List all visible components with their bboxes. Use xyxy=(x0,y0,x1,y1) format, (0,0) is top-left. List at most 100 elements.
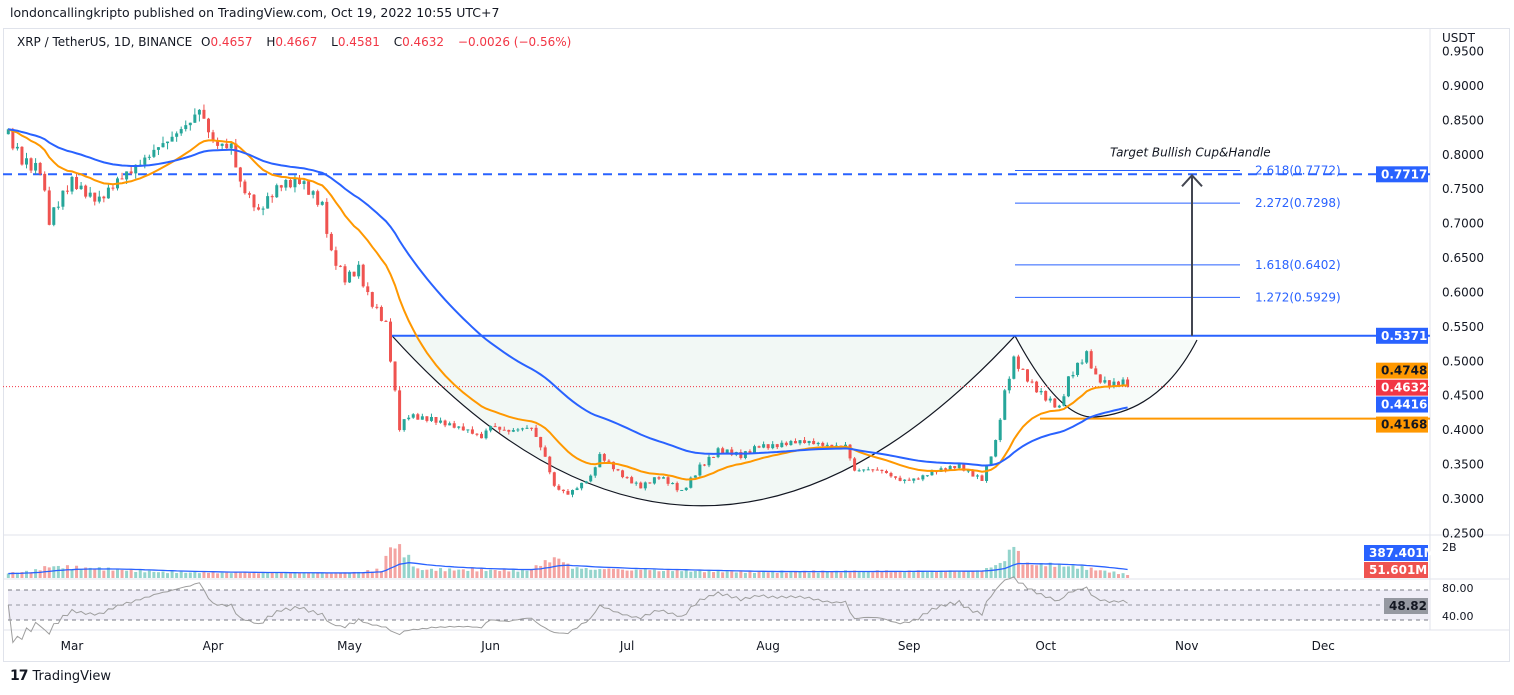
volume-bar xyxy=(989,567,993,578)
volume-bar xyxy=(470,568,474,578)
tradingview-footer[interactable]: 17 TradingView xyxy=(10,668,111,684)
volume-bar xyxy=(97,567,101,578)
volume-bar xyxy=(47,567,51,578)
price-tick-label: 0.9000 xyxy=(1442,79,1484,93)
candle-body xyxy=(316,191,320,205)
candle-body xyxy=(275,185,279,198)
volume-bar xyxy=(129,569,133,578)
badge-support: 0.4168 xyxy=(1381,418,1427,432)
badge-resistance: 0.5371 xyxy=(1381,329,1427,343)
volume-bar xyxy=(898,571,902,578)
volume-bar xyxy=(407,554,411,578)
volume-bar xyxy=(511,569,515,578)
volume-bar xyxy=(693,571,697,578)
candle-body xyxy=(288,179,292,188)
volume-bar xyxy=(593,569,597,578)
candle-body xyxy=(338,265,342,267)
fib-level-label: 1.618(0.6402) xyxy=(1255,258,1341,272)
volume-bar xyxy=(448,568,452,578)
volume-bar xyxy=(739,570,743,578)
volume-bar xyxy=(766,572,770,578)
candle-body xyxy=(584,481,588,483)
volume-bar xyxy=(566,563,570,578)
volume-bar xyxy=(680,571,684,578)
volume-bar xyxy=(466,570,470,578)
candle-body xyxy=(84,185,88,197)
candle-body xyxy=(247,193,251,195)
candle-body xyxy=(429,416,433,421)
volume-bar xyxy=(912,571,916,578)
price-tick-label: 0.2500 xyxy=(1442,526,1484,540)
candle-body xyxy=(311,191,315,195)
volume-bar xyxy=(361,572,365,578)
candle-body xyxy=(812,440,816,445)
candle-body xyxy=(47,190,51,225)
volume-bar xyxy=(980,570,984,578)
volume-bar xyxy=(962,571,966,578)
volume-bar xyxy=(184,572,188,578)
badge-0-7717-bg xyxy=(1376,166,1428,183)
volume-bar xyxy=(293,573,297,578)
candle-body xyxy=(88,192,92,197)
volume-bar xyxy=(552,557,556,578)
volume-bar xyxy=(56,565,60,578)
candle-body xyxy=(1112,381,1116,387)
volume-bar xyxy=(793,571,797,578)
candle-body xyxy=(43,173,47,191)
time-tick-label: Dec xyxy=(1312,639,1335,653)
volume-bar xyxy=(625,570,629,578)
volume-bar xyxy=(1094,570,1098,578)
candle-body xyxy=(448,423,452,426)
volume-bar xyxy=(65,565,69,578)
candle-body xyxy=(775,444,779,448)
symbol-title[interactable]: XRP / TetherUS, 1D, BINANCE xyxy=(17,35,193,49)
candle-body xyxy=(252,194,256,208)
price-tick-label: 0.8000 xyxy=(1442,148,1484,162)
candle-body xyxy=(680,489,684,491)
candle-body xyxy=(1044,390,1048,401)
badge-support-bg xyxy=(1376,416,1428,433)
volume-bar xyxy=(502,569,506,578)
volume-bar xyxy=(543,560,547,578)
badge-volume-bg xyxy=(1364,562,1428,578)
candle-body xyxy=(20,146,24,165)
candle-body xyxy=(780,442,784,448)
volume-bar xyxy=(589,569,593,578)
volume-bar xyxy=(1016,550,1020,578)
volume-bar xyxy=(88,567,92,578)
volume-bar xyxy=(1035,565,1039,578)
volume-bar xyxy=(38,570,42,578)
volume-bar xyxy=(871,572,875,578)
volume-bar xyxy=(639,569,643,578)
volume-bar xyxy=(1080,565,1084,578)
candle-body xyxy=(134,164,138,174)
candle-body xyxy=(944,468,948,470)
candle-body xyxy=(325,201,329,234)
candle-body xyxy=(1030,381,1034,383)
candle-body xyxy=(1107,380,1111,387)
fib-level-label: 1.272(0.5929) xyxy=(1255,290,1341,304)
candle-body xyxy=(75,176,79,190)
volume-bar xyxy=(1026,562,1029,578)
volume-bar xyxy=(1053,566,1057,578)
volume-bar xyxy=(220,572,224,578)
volume-bar xyxy=(134,571,138,578)
rsi-line xyxy=(7,576,1128,644)
currency-label: USDT xyxy=(1442,31,1476,45)
volume-bar xyxy=(152,571,156,578)
candle-body xyxy=(971,470,975,477)
volume-bar xyxy=(734,572,738,578)
volume-bar xyxy=(771,571,775,578)
volume-bar xyxy=(557,558,561,578)
volume-bar xyxy=(662,570,665,578)
candle-body xyxy=(489,426,493,431)
volume-bar xyxy=(307,572,311,578)
candle-body xyxy=(957,464,961,469)
volume-bar xyxy=(1044,566,1048,578)
candle-body xyxy=(1021,368,1025,370)
candle-body xyxy=(152,149,156,157)
badge-volume-ma-bg xyxy=(1364,545,1428,561)
candle-body xyxy=(175,133,179,137)
candle-body xyxy=(520,428,524,430)
